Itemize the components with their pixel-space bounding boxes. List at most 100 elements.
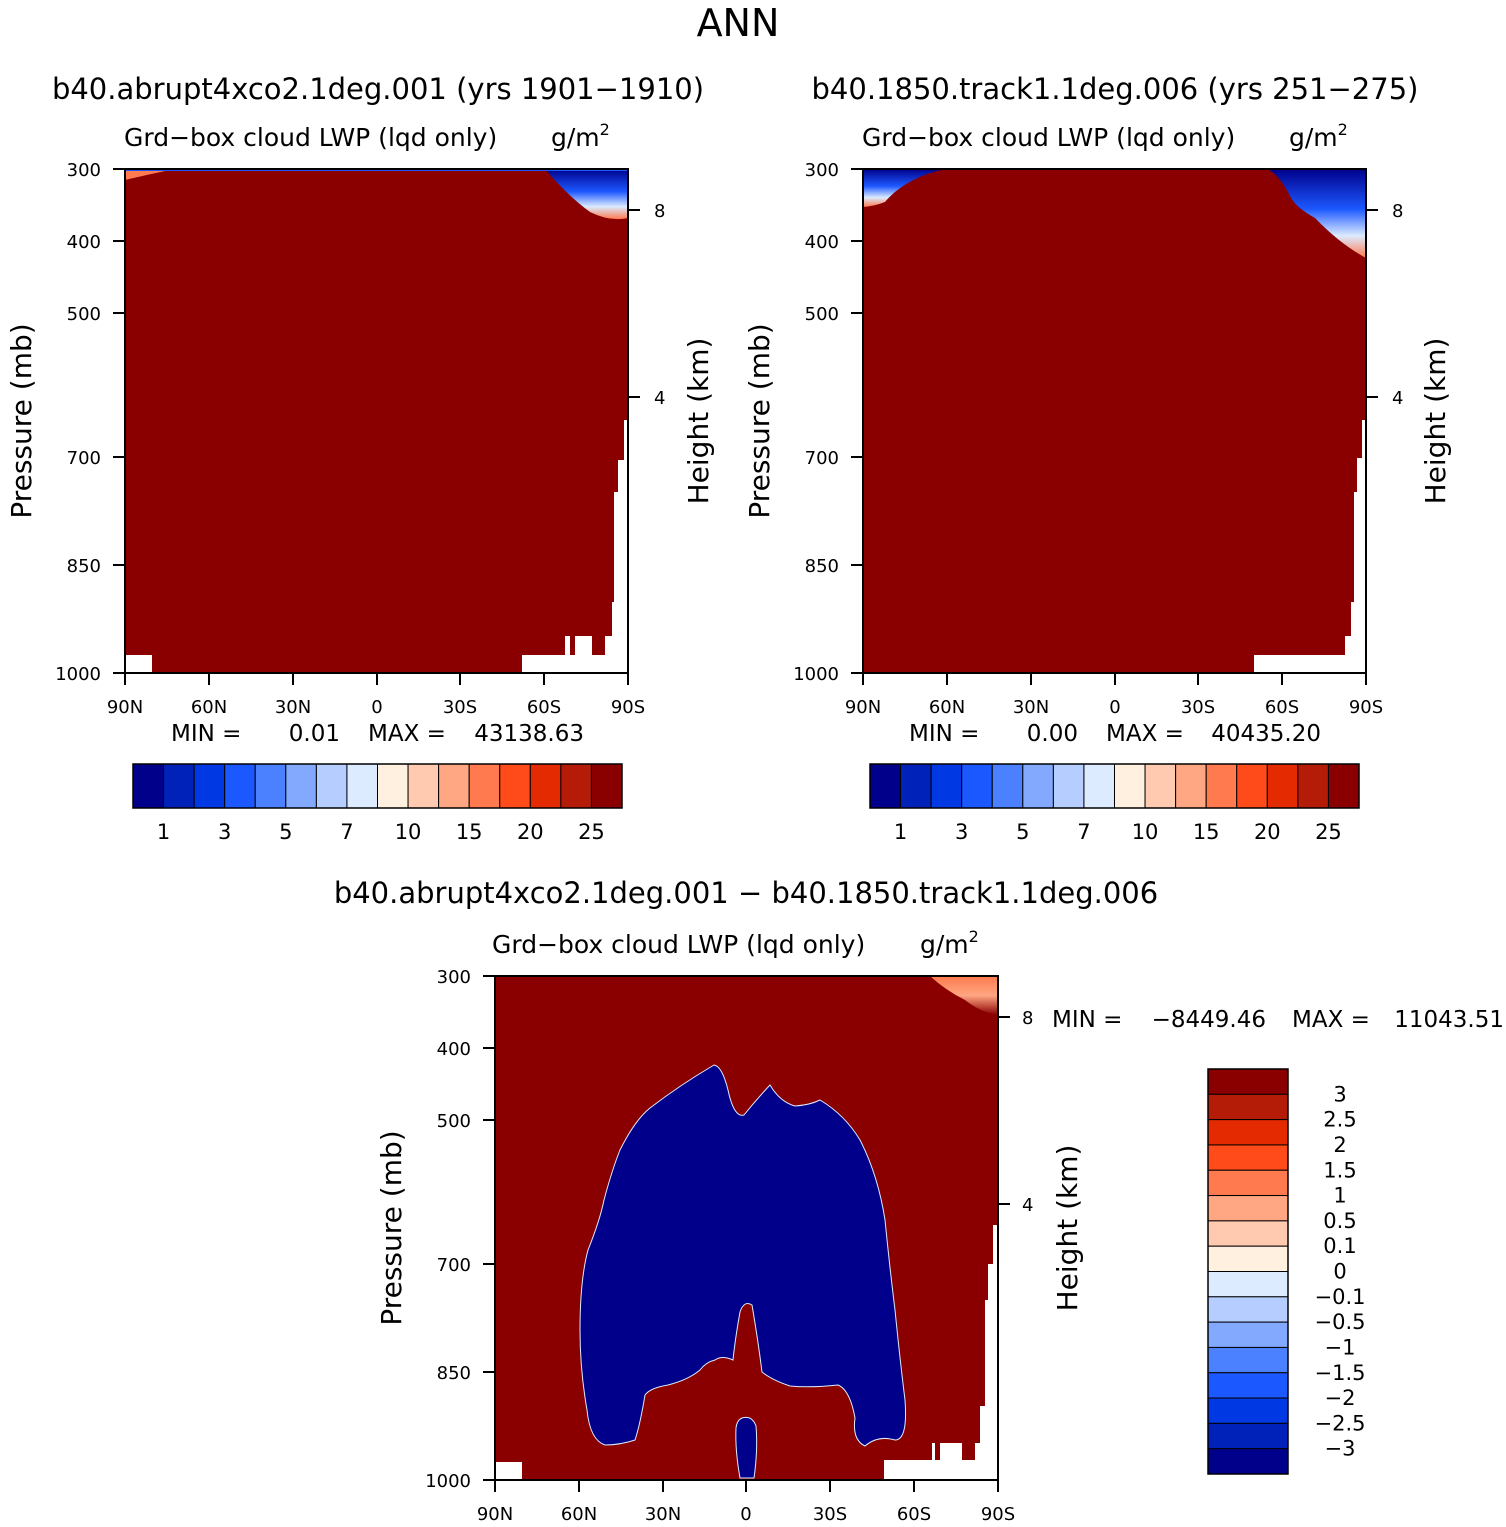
colorbar-outline xyxy=(869,763,1360,809)
panel-3-negative-blob xyxy=(735,1416,758,1479)
colorbar-swatch xyxy=(1052,763,1085,809)
colorbar-swatch xyxy=(529,763,562,809)
panel-3-field-label: Grd−box cloud LWP (lqd only) xyxy=(492,930,865,959)
panel-2-max-field xyxy=(863,169,1366,673)
colorbar-label: 1 xyxy=(1333,1184,1346,1208)
panel-3-xtick-label: 90S xyxy=(981,1504,1015,1525)
panel-3-colorbar: 32.521.510.50.10−0.1−0.5−1−1.5−2−2.5−3 xyxy=(1207,1068,1366,1475)
colorbar-swatch xyxy=(1207,1220,1289,1247)
colorbar-swatch xyxy=(1207,1068,1289,1095)
panel-3-negative-region xyxy=(579,1064,906,1447)
colorbar-swatch xyxy=(1207,1119,1289,1146)
panel-2-x-ticks: 90N 60N 30N 0 30S 60S 90S xyxy=(845,673,1383,718)
panel-1-rtick-label: 8 xyxy=(654,201,665,222)
panel-1-y-ticks: 300 400 500 700 850 1000 xyxy=(55,160,125,685)
panel-2-xtick-label: 60N xyxy=(929,697,965,718)
colorbar-label: 1 xyxy=(894,820,907,844)
colorbar-swatch xyxy=(1236,763,1268,809)
colorbar-label: 0.5 xyxy=(1323,1209,1356,1233)
panel-3-ylabel-right: Height (km) xyxy=(1051,1145,1084,1312)
colorbar-label: 2.5 xyxy=(1323,1108,1356,1132)
panel-3-xtick-label: 90N xyxy=(477,1504,513,1525)
panel-1-xtick-label: 90S xyxy=(611,697,645,718)
colorbar-label: 10 xyxy=(395,820,422,844)
colorbar-label: −0.1 xyxy=(1315,1285,1366,1309)
panel-3-title: b40.abrupt4xco2.1deg.001 − b40.1850.trac… xyxy=(334,876,1158,910)
colorbar-swatch xyxy=(1207,1321,1289,1348)
panel-3-ytick-label: 400 xyxy=(437,1039,471,1060)
colorbar-swatch xyxy=(407,763,440,809)
panel-3-units-exp: 2 xyxy=(969,927,979,946)
panel-2-xtick-label: 60S xyxy=(1265,697,1299,718)
colorbar-label: 15 xyxy=(1193,820,1220,844)
colorbar-label: −0.5 xyxy=(1315,1310,1366,1334)
panel-3-rtick-label: 8 xyxy=(1022,1008,1033,1029)
panel-1-ylabel: Pressure (mb) xyxy=(5,323,38,518)
colorbar-label: 20 xyxy=(1254,820,1281,844)
panel-1-units: g/m2 xyxy=(551,120,610,152)
panel-1-max-field xyxy=(125,169,628,673)
panel-2-ytick-label: 700 xyxy=(805,448,839,469)
panel-2-min-label: MIN = xyxy=(909,721,979,747)
colorbar-swatch xyxy=(1207,1448,1289,1475)
colorbar-swatch xyxy=(1207,1372,1289,1399)
colorbar-label: 20 xyxy=(517,820,544,844)
panel-2-y-ticks: 300 400 500 700 850 1000 xyxy=(793,160,863,685)
panel-2-max-value: 40435.20 xyxy=(1211,721,1321,747)
colorbar-label: −1 xyxy=(1325,1335,1356,1359)
panel-3-xtick-label: 60N xyxy=(561,1504,597,1525)
colorbar-swatch xyxy=(1207,1271,1289,1298)
panel-1-xtick-label: 60S xyxy=(527,697,561,718)
panel-1-upper-left-edge xyxy=(125,169,175,180)
colorbar-swatch xyxy=(163,763,195,809)
panel-2-ytick-label: 850 xyxy=(805,556,839,577)
panel-3-units: g/m2 xyxy=(920,927,979,959)
panel-1-upper-right-gradient xyxy=(545,169,628,220)
colorbar-swatch xyxy=(499,763,531,809)
panel-2-xtick-label: 90S xyxy=(1349,697,1383,718)
panel-1-units-exp: 2 xyxy=(600,120,610,139)
panel-1-xtick-label: 30N xyxy=(275,697,311,718)
colorbar-label: 5 xyxy=(1016,820,1029,844)
panel-3-x-ticks: 90N 60N 30N 0 30S 60S 90S xyxy=(477,1480,1015,1525)
panel-1-right-ticks: 8 4 xyxy=(628,201,665,409)
panel-1-field-label: Grd−box cloud LWP (lqd only) xyxy=(124,123,497,152)
panel-2-min-value: 0.00 xyxy=(1027,721,1078,747)
colorbar-swatch xyxy=(930,763,963,809)
panel-1-min-label: MIN = xyxy=(171,721,241,747)
panel-3-ytick-label: 700 xyxy=(437,1255,471,1276)
colorbar-swatch xyxy=(1207,1144,1289,1171)
colorbar-label: 3 xyxy=(218,820,231,844)
panel-2-title: b40.1850.track1.1deg.006 (yrs 251−275) xyxy=(812,72,1419,106)
colorbar-swatch xyxy=(346,763,378,809)
colorbar-swatch xyxy=(224,763,256,809)
panel-3-xtick-label: 0 xyxy=(740,1504,751,1525)
colorbar-swatch xyxy=(869,763,902,809)
panel-3-xtick-label: 30N xyxy=(645,1504,681,1525)
panel-1-x-ticks: 90N 60N 30N 0 30S 60S 90S xyxy=(107,673,645,718)
panel-3-ytick-label: 1000 xyxy=(425,1471,471,1492)
panel-2-xtick-label: 0 xyxy=(1109,697,1120,718)
panel-1: b40.abrupt4xco2.1deg.001 (yrs 1901−1910)… xyxy=(5,72,715,844)
colorbar-swatch xyxy=(254,763,287,809)
panel-1-ytick-label: 400 xyxy=(67,232,101,253)
panel-2-units: g/m2 xyxy=(1289,120,1348,152)
colorbar-swatch xyxy=(1207,1422,1289,1450)
colorbar-label: 3 xyxy=(1333,1082,1346,1106)
panel-1-xtick-label: 90N xyxy=(107,697,143,718)
panel-2-colorbar: 1 3 5 7 10 15 20 25 xyxy=(869,763,1360,844)
panel-3-upper-right-gradient xyxy=(930,976,998,1015)
panel-1-ytick-label: 850 xyxy=(67,556,101,577)
panel-2-field-label: Grd−box cloud LWP (lqd only) xyxy=(862,123,1235,152)
colorbar-swatch xyxy=(1297,763,1329,809)
colorbar-swatch xyxy=(1207,1397,1289,1424)
panel-2-xtick-label: 30N xyxy=(1013,697,1049,718)
panel-1-xtick-label: 30S xyxy=(443,697,477,718)
colorbar-label: 7 xyxy=(340,820,353,844)
panel-3-rtick-label: 4 xyxy=(1022,1195,1033,1216)
panel-2-xtick-label: 90N xyxy=(845,697,881,718)
colorbar-swatch xyxy=(1022,763,1054,809)
colorbar-label: −2 xyxy=(1325,1386,1356,1410)
panel-2-ytick-label: 300 xyxy=(805,160,839,181)
colorbar-swatch xyxy=(1083,763,1115,809)
